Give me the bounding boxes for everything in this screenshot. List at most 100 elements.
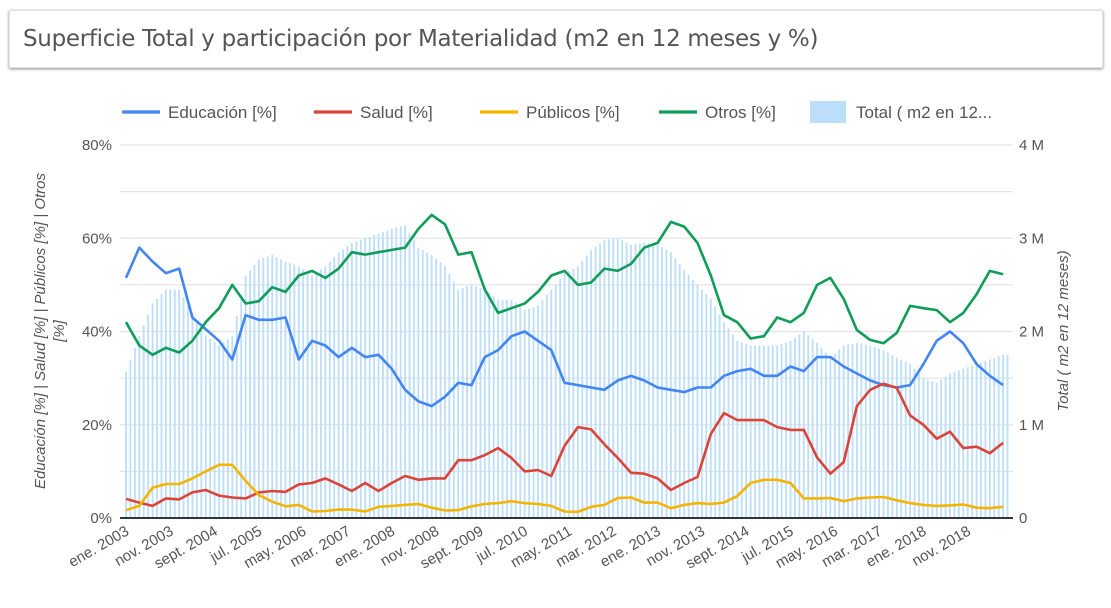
total-bar (430, 255, 433, 518)
total-bar (794, 337, 796, 518)
total-bar (173, 289, 176, 518)
total-bar (665, 249, 668, 518)
total-bar (820, 347, 823, 518)
total-bar (869, 345, 872, 518)
total-bar (616, 238, 619, 518)
y-left-tick-label: 0% (90, 510, 112, 527)
total-bar (718, 314, 721, 518)
total-bar (333, 256, 336, 518)
total-bar (714, 306, 717, 518)
total-bar (940, 379, 943, 518)
y-right-tick-label: 2 M (1019, 324, 1044, 341)
total-bar (705, 294, 708, 518)
total-bar (984, 361, 987, 518)
total-bar (727, 328, 730, 518)
total-bar (696, 284, 699, 518)
total-bar (962, 368, 965, 518)
total-bar (1006, 354, 1009, 518)
total-bar (421, 250, 424, 519)
chart-title-box: Superficie Total y participación por Mat… (9, 10, 1103, 68)
total-bars (125, 225, 1009, 519)
total-bar (625, 242, 628, 518)
total-bar (652, 244, 655, 519)
total-bar (763, 345, 765, 518)
total-bar (479, 287, 482, 518)
total-bar (284, 261, 287, 518)
total-bar (904, 361, 907, 518)
total-bar (289, 263, 291, 518)
total-bar (709, 298, 712, 518)
total-bar (275, 257, 278, 518)
legend-item: Educación [%] (122, 103, 277, 122)
total-bar (701, 289, 703, 518)
total-bar (519, 306, 522, 518)
total-bar (337, 252, 340, 519)
y-right-axis-title: Total ( m2 en 12 meses) (1055, 250, 1072, 411)
total-bar (235, 315, 238, 518)
legend-swatch-bar (810, 101, 846, 123)
total-bar (195, 320, 198, 518)
total-bar (470, 284, 473, 518)
total-bar (209, 338, 212, 518)
total-bar (576, 266, 579, 518)
total-bar (129, 359, 132, 518)
total-bar (887, 352, 889, 518)
y-right-tick-label: 1 M (1019, 417, 1044, 434)
total-bar (838, 349, 841, 518)
total-bar (510, 299, 513, 518)
total-bar (528, 308, 531, 518)
total-bar (399, 226, 402, 518)
total-bar (559, 278, 562, 518)
total-bar (178, 289, 181, 518)
total-bar (922, 378, 925, 518)
total-bar (913, 368, 916, 518)
total-bar (971, 365, 974, 518)
total-bar (864, 344, 867, 518)
total-bar (895, 357, 898, 518)
legend-label: Educación [%] (168, 103, 277, 122)
total-bar (133, 347, 136, 518)
total-bar (545, 294, 548, 518)
total-bar (634, 244, 637, 519)
total-bar (847, 344, 849, 518)
total-bar (767, 345, 770, 518)
total-bar (386, 230, 389, 518)
total-bar (638, 243, 641, 518)
total-bar (497, 299, 500, 518)
total-bar (501, 299, 504, 518)
total-bar (355, 241, 358, 518)
y-right-tick-label: 4 M (1019, 137, 1044, 154)
total-bar (829, 357, 832, 518)
total-bar (138, 336, 141, 518)
total-bar (736, 340, 739, 518)
total-bar (563, 273, 566, 518)
total-bar (568, 271, 570, 518)
y-left-tick-label: 60% (82, 230, 112, 247)
total-bar (692, 279, 694, 518)
total-bar (382, 232, 384, 519)
y-left-tick-label: 20% (82, 417, 112, 434)
total-bar (935, 382, 938, 518)
series-line-otros (124, 213, 1004, 357)
total-bar (244, 275, 247, 518)
total-bar (798, 334, 801, 518)
total-bar (253, 264, 256, 518)
series-line-salud (125, 382, 1004, 508)
total-bar (811, 338, 814, 518)
total-bar (607, 239, 610, 518)
total-bar (475, 286, 477, 518)
total-bar (262, 258, 265, 518)
total-bar (435, 258, 437, 518)
total-bar (226, 339, 229, 518)
total-bar (187, 305, 189, 518)
series-line-educación (124, 246, 1004, 408)
total-bar (953, 371, 956, 518)
total-bar (457, 289, 460, 518)
total-bar (346, 246, 349, 519)
total-bar (873, 347, 876, 518)
total-bar (523, 310, 526, 518)
legend-label: Otros [%] (705, 103, 776, 122)
total-bar (780, 343, 783, 518)
total-bar (949, 373, 951, 518)
total-bar (297, 266, 300, 518)
